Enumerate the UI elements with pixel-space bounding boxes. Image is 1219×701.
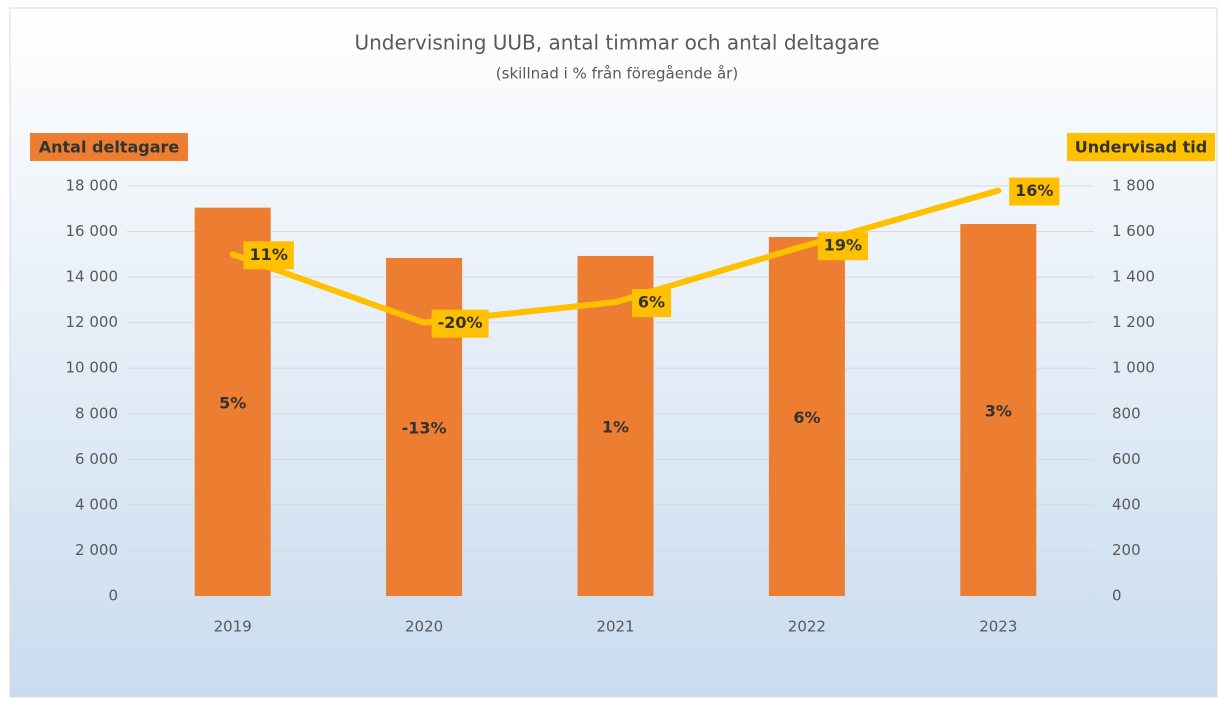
chart-title: Undervisning UUB, antal timmar och antal… — [354, 31, 879, 55]
line-annotation: 11% — [250, 245, 288, 264]
y2-tick-label: 1 000 — [1112, 359, 1155, 377]
y2-tick-label: 400 — [1112, 495, 1141, 513]
y2-axis-title-box — [1067, 133, 1215, 161]
y2-tick-label: 1 800 — [1112, 177, 1155, 195]
y-tick-label: 16 000 — [66, 222, 119, 240]
line-annotation: 19% — [824, 236, 862, 255]
y2-tick-label: 800 — [1112, 404, 1141, 422]
x-tick-label: 2019 — [214, 618, 252, 636]
line-annotation-box — [431, 309, 489, 338]
y2-tick-label: 600 — [1112, 450, 1141, 468]
line — [229, 187, 1002, 326]
y2-tick-label: 0 — [1112, 587, 1122, 605]
line-annotation: 6% — [638, 293, 665, 312]
y-tick-label: 14 000 — [66, 268, 119, 286]
y-tick-label: 4 000 — [75, 495, 118, 513]
y-tick-label: 10 000 — [66, 359, 119, 377]
bar-annotation: 5% — [219, 393, 246, 412]
bar-annotation: 6% — [793, 408, 820, 427]
chart-subtitle: (skillnad i % från föregående år) — [496, 65, 738, 83]
x-tick-label: 2022 — [788, 618, 826, 636]
bar-annotation: 1% — [602, 417, 629, 436]
y2-tick-label: 200 — [1112, 541, 1141, 559]
y2-tick-label: 1 200 — [1112, 313, 1155, 331]
x-tick-label: 2023 — [979, 618, 1017, 636]
y2-tick-label: 1 400 — [1112, 268, 1155, 286]
line-annotation-box — [243, 241, 294, 270]
bar — [768, 237, 845, 596]
line-annotation-box — [1009, 177, 1060, 206]
y-tick-label: 8 000 — [75, 404, 118, 422]
bar-annotation: -13% — [402, 418, 447, 437]
x-tick-label: 2021 — [596, 618, 634, 636]
bar — [960, 224, 1037, 597]
x-tick-label: 2020 — [405, 618, 443, 636]
y-tick-label: 0 — [108, 587, 118, 605]
y-tick-label: 12 000 — [66, 313, 119, 331]
y-tick-label: 6 000 — [75, 450, 118, 468]
line-annotation-box — [631, 289, 672, 318]
bar-annotation: 3% — [985, 402, 1012, 421]
y2-tick-label: 1 600 — [1112, 222, 1155, 240]
y-axis-title-box — [30, 133, 188, 161]
line-annotation: 16% — [1015, 181, 1053, 200]
bar — [194, 207, 271, 596]
y2-axis-title: Undervisad tid — [1075, 138, 1207, 157]
line-annotation-box — [817, 232, 869, 261]
y-tick-label: 2 000 — [75, 541, 118, 559]
y-axis-title: Antal deltagare — [39, 138, 180, 157]
y-tick-label: 18 000 — [66, 177, 119, 195]
line-annotation: -20% — [438, 313, 483, 332]
